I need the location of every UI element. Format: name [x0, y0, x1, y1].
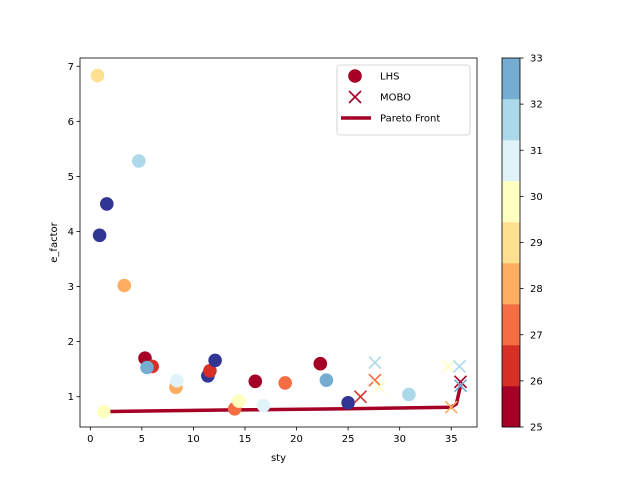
plot-frame [79, 57, 478, 428]
pareto-front-line [101, 383, 463, 414]
y-tick-label: 4 [68, 227, 74, 238]
lhs-point [232, 394, 246, 408]
colorbar-bin [502, 58, 520, 100]
mobo-point-stroke [453, 375, 468, 389]
colorbar-bin [502, 140, 520, 182]
y-tick-label: 5 [68, 172, 74, 183]
x-axis: 0 5 10 15 20 25 30 35 [87, 427, 458, 445]
colorbar-tick-label: 31 [530, 146, 543, 157]
legend-mobo-swatch [348, 90, 362, 104]
mobo-point-stroke [452, 359, 467, 373]
colorbar-tick-label: 27 [530, 330, 543, 341]
mobo-point-stroke [368, 355, 382, 370]
mobo-point [453, 375, 468, 389]
colorbar-tick-label: 28 [530, 284, 543, 295]
x-tick-label: 0 [87, 434, 93, 445]
lhs-point [319, 373, 334, 388]
lhs-point [313, 356, 328, 371]
y-tick-label: 3 [68, 282, 74, 293]
legend: LHS MOBO Pareto Front [336, 64, 471, 136]
colorbar-bin [502, 181, 520, 223]
legend-label: Pareto Front [380, 114, 440, 125]
mobo-point-stroke [453, 379, 468, 393]
mobo-point-stroke [441, 359, 455, 373]
colorbar-bin [502, 263, 520, 305]
mobo-point-stroke [372, 380, 386, 394]
legend-label: MOBO [380, 93, 411, 104]
lhs-point [117, 278, 132, 293]
x-tick-label: 20 [290, 434, 303, 445]
y-axis: 1 2 3 4 5 6 7 [68, 62, 80, 403]
legend-mobo-stroke [348, 90, 362, 104]
colorbar-bin [502, 99, 520, 141]
lhs-point [96, 404, 111, 419]
mobo-point [372, 380, 386, 394]
x-axis-label: sty [271, 453, 286, 464]
plot-area [79, 57, 478, 428]
lhs-point [256, 398, 271, 413]
lhs-point [90, 68, 105, 83]
y-axis-label: e_factor [49, 221, 60, 262]
mobo-point [444, 400, 458, 414]
colorbar-tick-label: 32 [530, 100, 543, 111]
colorbar: 25 26 27 28 29 30 31 32 33 [501, 54, 543, 434]
colorbar-tick-label: 26 [530, 376, 543, 387]
x-tick-label: 30 [393, 434, 406, 445]
lhs-point [140, 360, 154, 375]
y-tick-label: 6 [68, 117, 74, 128]
legend-lhs-swatch [348, 69, 362, 83]
x-tick-label: 10 [187, 434, 200, 445]
lhs-point [278, 376, 293, 390]
colorbar-bin [502, 386, 520, 428]
mobo-point [441, 359, 455, 373]
mobo-point-stroke [444, 400, 458, 414]
lhs-point [208, 353, 222, 368]
colorbar-bin [502, 304, 520, 346]
y-tick-label: 2 [68, 337, 74, 348]
x-tick-label: 5 [139, 434, 145, 445]
lhs-point [402, 387, 416, 402]
mobo-point [453, 379, 468, 393]
colorbar-bin [502, 222, 520, 264]
lhs-point [203, 364, 217, 378]
mobo-point [452, 359, 467, 373]
lhs-point [132, 154, 146, 168]
colorbar-tick-label: 30 [530, 192, 543, 203]
x-tick-label: 25 [342, 434, 355, 445]
mobo-point [353, 390, 368, 404]
y-tick-label: 7 [68, 62, 74, 73]
lhs-point [100, 197, 114, 211]
legend-label: LHS [380, 72, 399, 83]
colorbar-tick-label: 29 [530, 238, 543, 249]
colorbar-tick-label: 33 [530, 54, 543, 65]
x-tick-label: 15 [239, 434, 252, 445]
lhs-point [341, 396, 355, 410]
mobo-point [368, 373, 382, 387]
mobo-point [368, 355, 382, 370]
y-tick-label: 1 [68, 392, 74, 403]
lhs-point [92, 228, 107, 243]
lhs-point [170, 373, 184, 388]
mobo-point-stroke [353, 390, 368, 404]
x-tick-label: 35 [445, 434, 458, 445]
lhs-point [248, 374, 263, 389]
colorbar-bin [502, 345, 520, 387]
colorbar-tick-label: 25 [530, 423, 543, 434]
mobo-point-stroke [368, 373, 382, 387]
